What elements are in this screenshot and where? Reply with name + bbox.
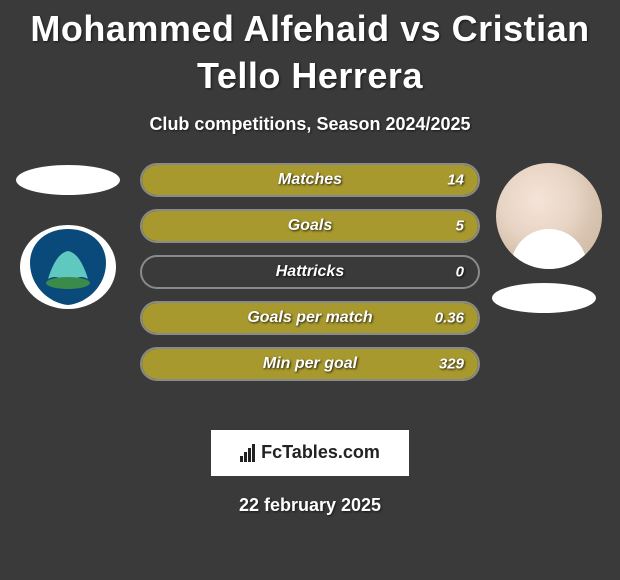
stat-bar: Hattricks0 <box>140 255 480 289</box>
stat-bar: Goals5 <box>140 209 480 243</box>
page-title: Mohammed Alfehaid vs Cristian Tello Herr… <box>0 0 620 100</box>
right-player-name-oval <box>492 283 596 313</box>
player-photo <box>496 163 602 269</box>
stat-bar: Matches14 <box>140 163 480 197</box>
club-badge-icon: ALFATEH FC <box>18 223 118 311</box>
stat-label: Goals per match <box>142 309 478 327</box>
right-player-column <box>492 163 612 333</box>
stat-value: 329 <box>439 355 464 372</box>
stat-bars: Matches14 Goals5 Hattricks0 Goals per match… <box>140 163 480 393</box>
stat-value: 0.36 <box>435 309 464 326</box>
date-label: 22 february 2025 <box>0 495 620 516</box>
stat-bar: Min per goal329 <box>140 347 480 381</box>
bar-chart-icon <box>240 444 255 462</box>
stat-label: Hattricks <box>142 263 478 281</box>
stat-label: Goals <box>142 217 478 235</box>
page-subtitle: Club competitions, Season 2024/2025 <box>0 114 620 135</box>
site-logo: FcTables.com <box>240 442 380 463</box>
left-player-column: ALFATEH FC <box>8 163 128 323</box>
stat-bar: Goals per match0.36 <box>140 301 480 335</box>
stat-value: 0 <box>456 263 464 280</box>
stat-value: 14 <box>447 171 464 188</box>
stat-label: Matches <box>142 171 478 189</box>
svg-text:ALFATEH FC: ALFATEH FC <box>46 234 89 241</box>
stat-label: Min per goal <box>142 355 478 373</box>
stat-value: 5 <box>456 217 464 234</box>
site-logo-box: FcTables.com <box>210 429 410 477</box>
site-name: FcTables.com <box>261 442 380 463</box>
stats-area: ALFATEH FC Matches14 Goals5 Hattricks0 Goal… <box>0 163 620 423</box>
left-player-name-oval <box>16 165 120 195</box>
